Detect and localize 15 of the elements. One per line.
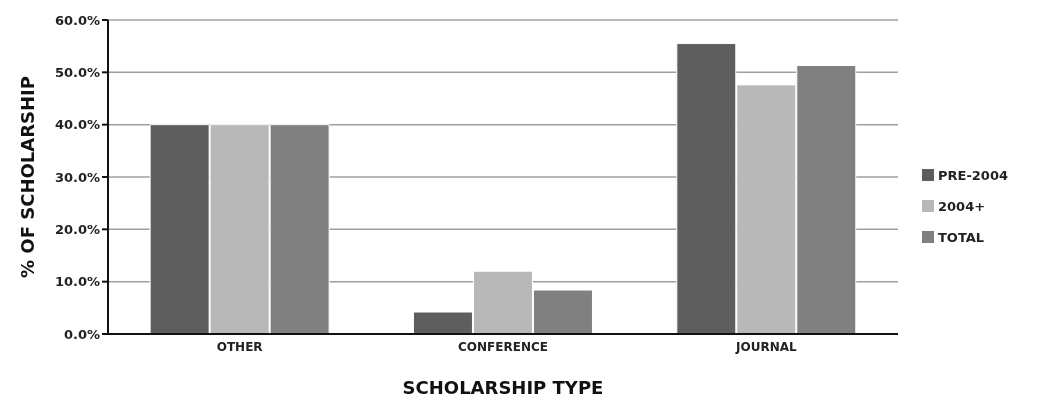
y-tick-label: 30.0% (54, 169, 100, 185)
y-tick-label: 10.0% (54, 274, 100, 290)
y-tick-label: 20.0% (54, 221, 100, 237)
legend-label: TOTAL (938, 229, 985, 245)
y-tick-label: 60.0% (54, 12, 100, 28)
y-tick-label: 0.0% (63, 326, 100, 342)
x-tick-label: OTHER (216, 339, 263, 354)
y-axis-title: % OF SCHOLARSHIP (17, 76, 39, 278)
legend-label: 2004+ (938, 198, 986, 214)
x-tick-label: CONFERENCE (458, 339, 548, 354)
legend-label: PRE-2004 (938, 167, 1008, 183)
x-axis-title: SCHOLARSHIP TYPE (402, 377, 604, 398)
y-tick-label: 40.0% (54, 117, 100, 133)
x-tick-label: JOURNAL (735, 339, 797, 354)
y-tick-label: 50.0% (54, 64, 100, 80)
